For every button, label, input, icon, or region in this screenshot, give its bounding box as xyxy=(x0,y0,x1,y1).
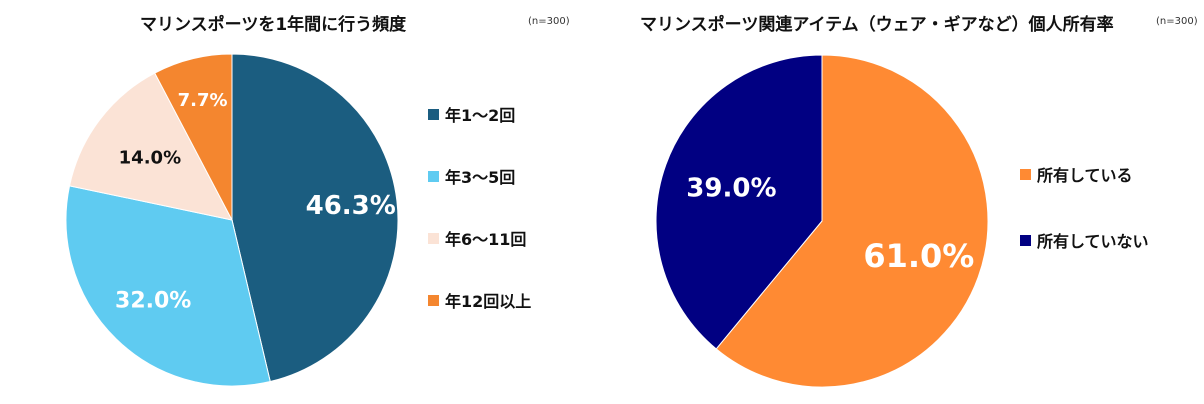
pie-slice xyxy=(231,53,399,383)
legend-swatch xyxy=(428,108,439,120)
legend: 年1～2回年3～5回年6～11回 年12回以上 xyxy=(428,103,531,351)
pie-chart-ownership: 61.0% 39.0% xyxy=(655,54,989,388)
slice-data-label: 32.0% xyxy=(115,288,191,313)
slice-data-label: 39.0% xyxy=(686,173,776,203)
legend-swatch xyxy=(428,170,439,182)
legend-label: 年6～11回 xyxy=(445,230,527,249)
sample-size-note: (n=300) xyxy=(1156,16,1198,27)
legend-label: 年12回以上 xyxy=(445,292,532,311)
pie-chart-frequency: 46.3% 32.0% 14.0% 7.7% xyxy=(65,53,399,387)
legend-swatch xyxy=(428,232,439,244)
legend-swatch xyxy=(1020,234,1031,246)
legend-label: 年1～2回 xyxy=(445,106,516,125)
legend-item: 所有していない xyxy=(1020,229,1149,251)
sample-size-note: (n=300) xyxy=(528,16,570,27)
pie-slice xyxy=(154,53,233,221)
slice-data-label: 46.3% xyxy=(306,191,396,221)
legend-label: 所有していない xyxy=(1037,232,1149,251)
legend-label: 年3～5回 xyxy=(445,168,516,187)
chart-title: マリンスポーツを1年間に行う頻度 xyxy=(140,15,407,35)
pie-slice xyxy=(715,54,989,388)
pie-slice xyxy=(65,185,271,387)
chart-title: マリンスポーツ関連アイテム（ウェア・ギアなど）個人所有率 xyxy=(640,15,1114,35)
pie-slice xyxy=(655,54,823,350)
legend-item: 所有している xyxy=(1020,163,1149,185)
chart-frequency: マリンスポーツを1年間に行う頻度 (n=300) 46.3% 32.0% 14.0%… xyxy=(0,0,600,404)
legend-swatch xyxy=(428,294,439,306)
legend-item: 年1～2回 xyxy=(428,103,531,125)
pie-slice xyxy=(68,72,233,221)
slice-data-label: 7.7% xyxy=(178,90,228,111)
legend-label: 所有している xyxy=(1037,166,1133,185)
chart-ownership: マリンスポーツ関連アイテム（ウェア・ギアなど）個人所有率 (n=300) 61.… xyxy=(604,0,1204,404)
legend-item: 年12回以上 xyxy=(428,289,531,311)
legend-item: 年6～11回 xyxy=(428,227,531,249)
legend-item: 年3～5回 xyxy=(428,165,531,187)
slice-data-label: 14.0% xyxy=(119,147,181,168)
legend-swatch xyxy=(1020,168,1031,180)
legend: 所有している 所有していない xyxy=(1020,163,1149,295)
slice-data-label: 61.0% xyxy=(863,237,974,275)
